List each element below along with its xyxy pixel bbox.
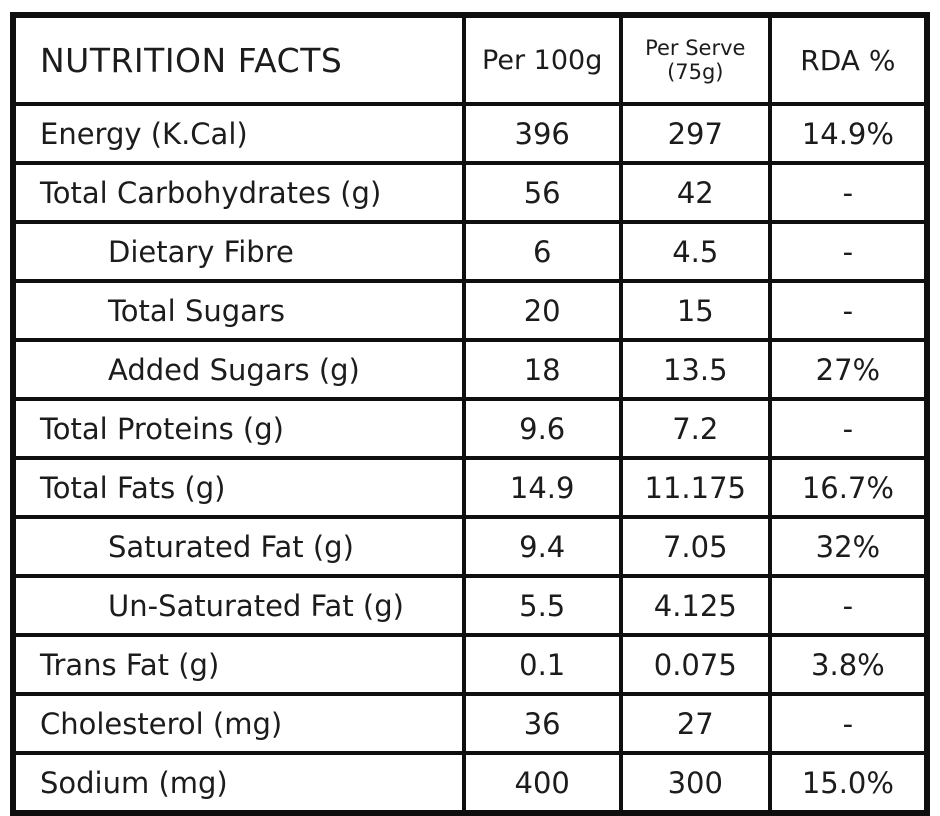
table-row: Energy (K.Cal) 396 297 14.9% xyxy=(11,102,930,165)
cell-rda: 14.9% xyxy=(767,102,930,165)
cell-per-serve: 4.5 xyxy=(618,220,772,283)
table-row: Trans Fat (g) 0.1 0.075 3.8% xyxy=(11,633,930,696)
row-label: Un-Saturated Fat (g) xyxy=(11,574,466,637)
cell-per-serve: 11.175 xyxy=(618,456,772,519)
cell-per-serve: 15 xyxy=(618,279,772,342)
cell-per-100g: 36 xyxy=(461,692,623,755)
cell-rda: 27% xyxy=(767,338,930,401)
table-row: Total Carbohydrates (g) 56 42 - xyxy=(11,161,930,224)
row-label: Total Proteins (g) xyxy=(11,397,466,460)
row-label: Dietary Fibre xyxy=(11,220,466,283)
cell-per-serve: 42 xyxy=(618,161,772,224)
row-label: Added Sugars (g) xyxy=(11,338,466,401)
cell-per-100g: 400 xyxy=(461,751,623,815)
col-header-per-serve: Per Serve (75g) xyxy=(618,13,772,106)
nutrition-table-body: Energy (K.Cal) 396 297 14.9% Total Carbo… xyxy=(11,102,930,815)
cell-per-100g: 9.4 xyxy=(461,515,623,578)
cell-per-serve: 300 xyxy=(618,751,772,815)
row-label: Trans Fat (g) xyxy=(11,633,466,696)
cell-rda: - xyxy=(767,161,930,224)
table-row: Sodium (mg) 400 300 15.0% xyxy=(11,751,930,815)
cell-per-serve: 27 xyxy=(618,692,772,755)
table-row: Cholesterol (mg) 36 27 - xyxy=(11,692,930,755)
cell-rda: 32% xyxy=(767,515,930,578)
cell-per-serve: 13.5 xyxy=(618,338,772,401)
cell-rda: 15.0% xyxy=(767,751,930,815)
cell-per-serve: 0.075 xyxy=(618,633,772,696)
header-row: NUTRITION FACTS Per 100g Per Serve (75g)… xyxy=(11,13,930,106)
cell-per-serve: 7.2 xyxy=(618,397,772,460)
cell-rda: - xyxy=(767,397,930,460)
row-label: Saturated Fat (g) xyxy=(11,515,466,578)
cell-rda: 3.8% xyxy=(767,633,930,696)
table-row: Total Sugars 20 15 - xyxy=(11,279,930,342)
cell-per-100g: 0.1 xyxy=(461,633,623,696)
cell-per-100g: 18 xyxy=(461,338,623,401)
cell-per-100g: 396 xyxy=(461,102,623,165)
cell-rda: - xyxy=(767,220,930,283)
cell-rda: 16.7% xyxy=(767,456,930,519)
cell-per-100g: 9.6 xyxy=(461,397,623,460)
col-header-rda: RDA % xyxy=(767,13,930,106)
row-label: Total Sugars xyxy=(11,279,466,342)
per-serve-line1: Per Serve xyxy=(645,35,746,60)
table-row: Added Sugars (g) 18 13.5 27% xyxy=(11,338,930,401)
row-label: Total Fats (g) xyxy=(11,456,466,519)
cell-per-serve: 4.125 xyxy=(618,574,772,637)
row-label: Sodium (mg) xyxy=(11,751,466,815)
cell-rda: - xyxy=(767,279,930,342)
cell-per-100g: 56 xyxy=(461,161,623,224)
table-row: Un-Saturated Fat (g) 5.5 4.125 - xyxy=(11,574,930,637)
table-title: NUTRITION FACTS xyxy=(11,13,466,106)
row-label: Energy (K.Cal) xyxy=(11,102,466,165)
cell-per-100g: 14.9 xyxy=(461,456,623,519)
table-row: Saturated Fat (g) 9.4 7.05 32% xyxy=(11,515,930,578)
cell-rda: - xyxy=(767,574,930,637)
row-label: Cholesterol (mg) xyxy=(11,692,466,755)
cell-per-100g: 5.5 xyxy=(461,574,623,637)
cell-rda: - xyxy=(767,692,930,755)
table-row: Total Proteins (g) 9.6 7.2 - xyxy=(11,397,930,460)
nutrition-facts-table: NUTRITION FACTS Per 100g Per Serve (75g)… xyxy=(10,12,930,816)
col-header-per-100g: Per 100g xyxy=(461,13,623,106)
cell-per-serve: 7.05 xyxy=(618,515,772,578)
table-row: Dietary Fibre 6 4.5 - xyxy=(11,220,930,283)
cell-per-100g: 6 xyxy=(461,220,623,283)
cell-per-100g: 20 xyxy=(461,279,623,342)
per-serve-line2: (75g) xyxy=(667,60,724,84)
row-label: Total Carbohydrates (g) xyxy=(11,161,466,224)
cell-per-serve: 297 xyxy=(618,102,772,165)
table-row: Total Fats (g) 14.9 11.175 16.7% xyxy=(11,456,930,519)
